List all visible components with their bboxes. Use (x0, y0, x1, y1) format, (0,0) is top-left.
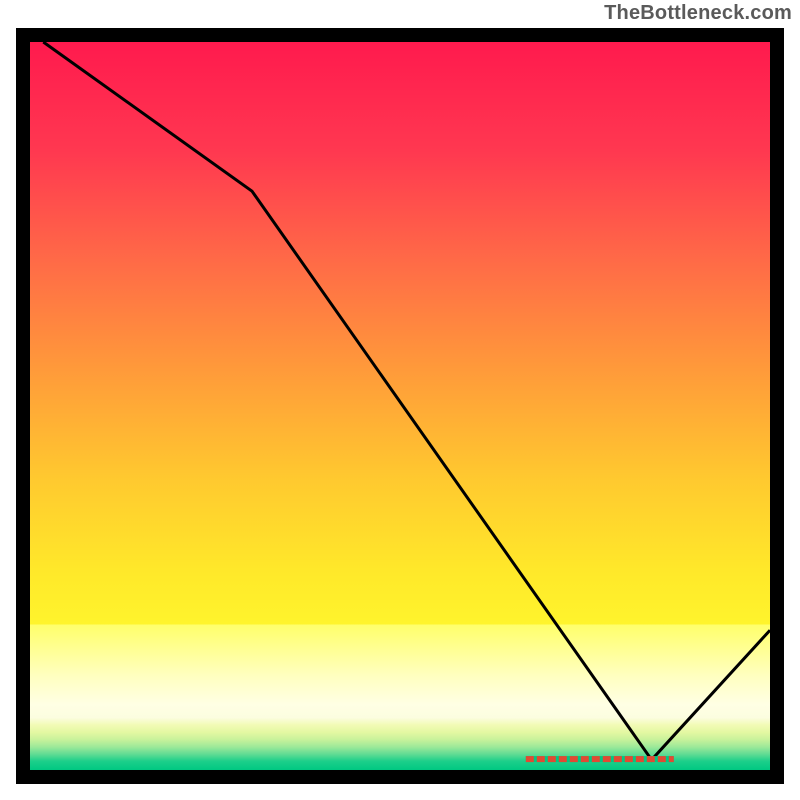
bottleneck-chart (0, 0, 800, 800)
target-range-marker (526, 756, 674, 762)
watermark-text: TheBottleneck.com (604, 2, 792, 25)
chart-background (30, 42, 770, 770)
